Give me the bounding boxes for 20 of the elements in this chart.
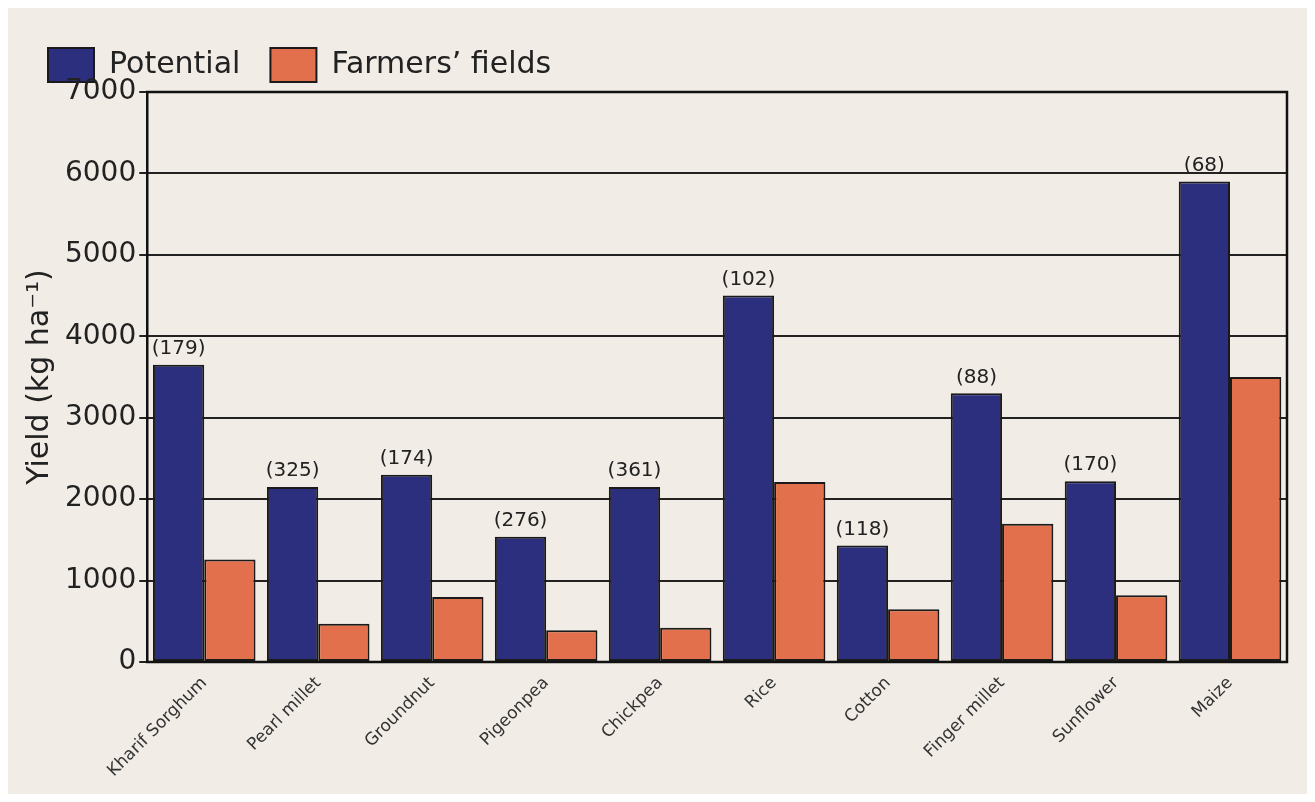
annotation: (88) <box>955 363 997 388</box>
annotation: (325) <box>265 457 320 482</box>
annotation: (102) <box>721 265 776 290</box>
annotation: (361) <box>607 457 662 482</box>
annotation: (179) <box>151 335 206 360</box>
annotation: (170) <box>1063 451 1118 476</box>
annotation: (118) <box>835 515 890 540</box>
y-tick-label: 3000 <box>64 399 137 433</box>
y-tick-label: 5000 <box>64 236 137 270</box>
y-tick-label: 7000 <box>64 73 137 107</box>
y-tick-label: 6000 <box>64 154 137 188</box>
y-tick-label: 2000 <box>64 480 137 514</box>
y-tick-label: 0 <box>118 643 137 677</box>
annotation: (68) <box>1183 151 1225 176</box>
y-tick-label: 1000 <box>64 561 137 595</box>
y-axis-title: Yield (kg ha⁻¹) <box>19 269 55 486</box>
annotation: (174) <box>379 444 434 469</box>
y-tick-label: 4000 <box>64 317 137 351</box>
annotation: (276) <box>493 506 548 531</box>
legend-label: Farmers’ fields <box>331 44 552 80</box>
